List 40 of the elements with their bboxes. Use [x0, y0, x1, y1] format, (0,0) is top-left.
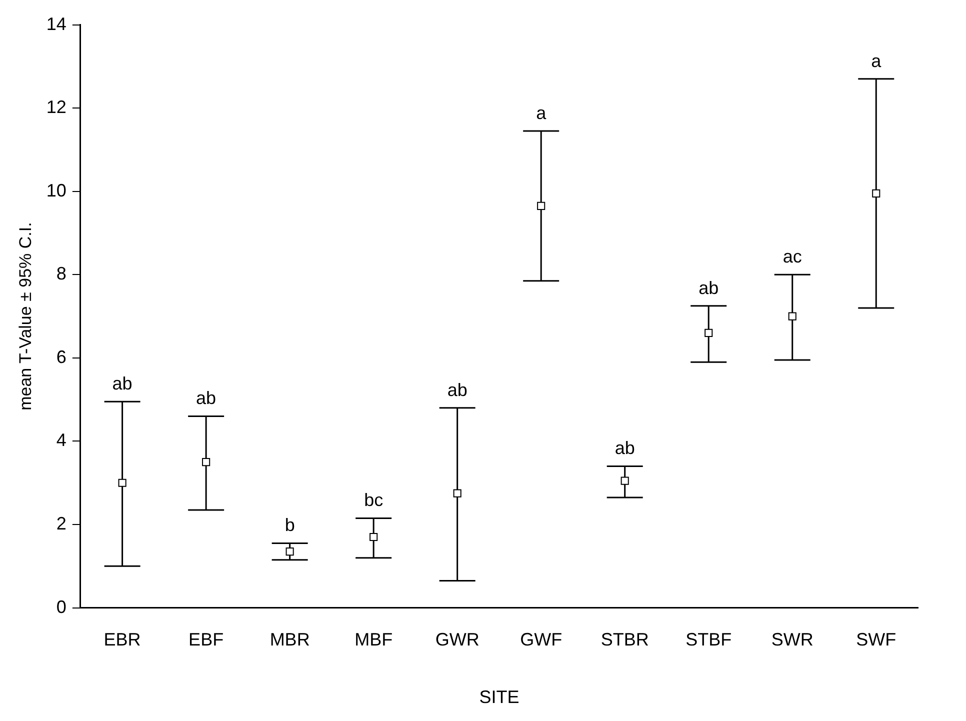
- annotation: a: [536, 102, 548, 123]
- point: [453, 489, 462, 498]
- annotation: ab: [614, 438, 635, 458]
- y-tick-label: 4: [56, 430, 66, 450]
- y-tick-label: 6: [56, 346, 66, 367]
- x-tick-label: EBF: [188, 630, 224, 650]
- annotation: a: [871, 50, 882, 71]
- annotation: ab: [196, 388, 216, 408]
- point: [286, 548, 294, 556]
- point: [788, 312, 796, 320]
- point: [537, 202, 546, 210]
- y-tick-label: 8: [56, 264, 66, 284]
- x-axis-title: SITE: [479, 687, 520, 708]
- x-tick-label: GWF: [520, 630, 562, 650]
- y-tick-label: 0: [56, 596, 66, 617]
- point: [620, 476, 629, 485]
- point: [118, 478, 126, 487]
- x-tick-label: GWR: [435, 630, 480, 650]
- x-tick-label: STBR: [600, 630, 649, 650]
- x-tick-label: SWR: [771, 630, 814, 650]
- x-tick-label: SWF: [856, 630, 896, 650]
- point: [370, 532, 378, 542]
- y-tick-label: 2: [56, 513, 66, 534]
- x-tick-label: MBF: [354, 630, 393, 650]
- x-tick-label: EBR: [104, 630, 141, 650]
- annotation: ab: [698, 278, 719, 298]
- annotation: ac: [782, 246, 802, 267]
- x-tick-label: MBR: [270, 630, 310, 650]
- annotation: bc: [364, 490, 384, 510]
- y-tick-label: 10: [46, 180, 66, 200]
- point: [704, 328, 713, 337]
- annotation: b: [284, 515, 295, 536]
- point: [202, 458, 210, 466]
- x-tick-label: STBF: [686, 630, 732, 650]
- point: [872, 189, 880, 198]
- y-tick-label: 14: [46, 14, 66, 34]
- y-tick-label: 12: [46, 97, 66, 118]
- annotation: ab: [447, 380, 468, 400]
- y-axis-title: mean T-Value ± 95% C.I.: [16, 222, 35, 410]
- annotation: ab: [112, 374, 132, 394]
